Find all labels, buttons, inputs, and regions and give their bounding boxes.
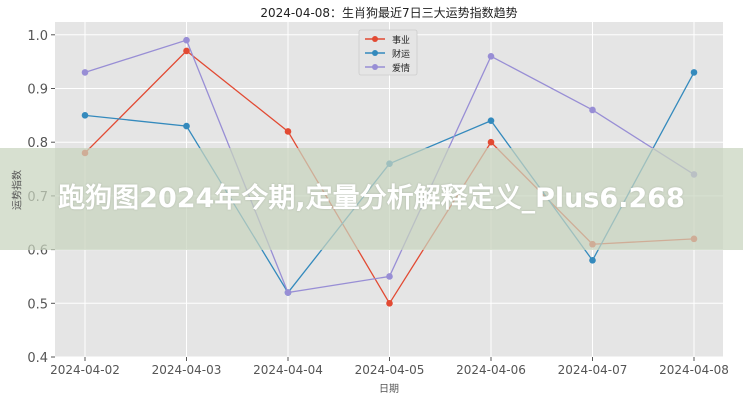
data-point [183, 122, 190, 130]
x-tick-label: 2024-04-04 [253, 363, 323, 377]
legend-marker [372, 36, 378, 42]
legend-label: 财运 [392, 48, 410, 60]
legend-marker [372, 50, 378, 56]
x-axis-label: 日期 [379, 383, 399, 395]
data-point [487, 52, 495, 60]
data-point [589, 106, 596, 114]
data-point [487, 138, 495, 146]
x-tick-label: 2024-04-07 [558, 363, 628, 377]
y-axis-label: 运势指数 [12, 170, 24, 210]
y-tick-label: 1.0 [27, 29, 48, 44]
x-tick-label: 2024-04-08 [659, 363, 729, 377]
chart-title: 2024-04-08：生肖狗最近7日三大运势指数趋势 [260, 5, 517, 20]
data-point [81, 112, 89, 119]
data-point [284, 289, 292, 296]
data-point [284, 128, 292, 135]
data-point [386, 273, 393, 280]
watermark-banner: 跑狗图2024年今期,定量分析解释定义_Plus6.268 [0, 148, 743, 250]
x-tick-label: 2024-04-02 [50, 363, 120, 377]
y-tick-label: 0.5 [27, 297, 48, 312]
y-tick-label: 0.8 [27, 136, 48, 151]
x-tick-label: 2024-04-06 [456, 363, 526, 377]
data-point [81, 69, 89, 76]
x-tick-label: 2024-04-05 [355, 363, 425, 377]
y-tick-label: 0.9 [27, 83, 48, 98]
banner-text: 跑狗图2024年今期,定量分析解释定义_Plus6.268 [58, 183, 685, 214]
data-point [487, 117, 495, 125]
data-point [183, 47, 190, 55]
x-tick-label: 2024-04-03 [152, 363, 222, 377]
data-point [589, 257, 596, 264]
data-point [386, 300, 393, 307]
data-point [183, 36, 190, 44]
y-tick-label: 0.4 [27, 351, 48, 366]
legend-marker [372, 64, 378, 70]
legend-label: 事业 [392, 34, 410, 46]
legend-label: 爱情 [392, 62, 410, 74]
data-point [690, 69, 698, 76]
